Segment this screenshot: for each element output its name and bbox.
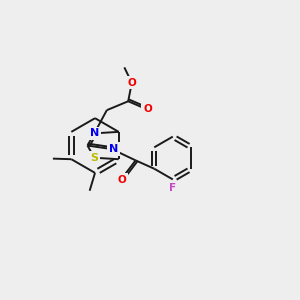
Text: S: S xyxy=(90,153,98,163)
Text: O: O xyxy=(128,78,136,88)
Text: O: O xyxy=(143,104,152,114)
Text: O: O xyxy=(118,175,126,185)
Text: F: F xyxy=(169,183,176,193)
Text: N: N xyxy=(109,144,118,154)
Text: N: N xyxy=(90,128,99,138)
